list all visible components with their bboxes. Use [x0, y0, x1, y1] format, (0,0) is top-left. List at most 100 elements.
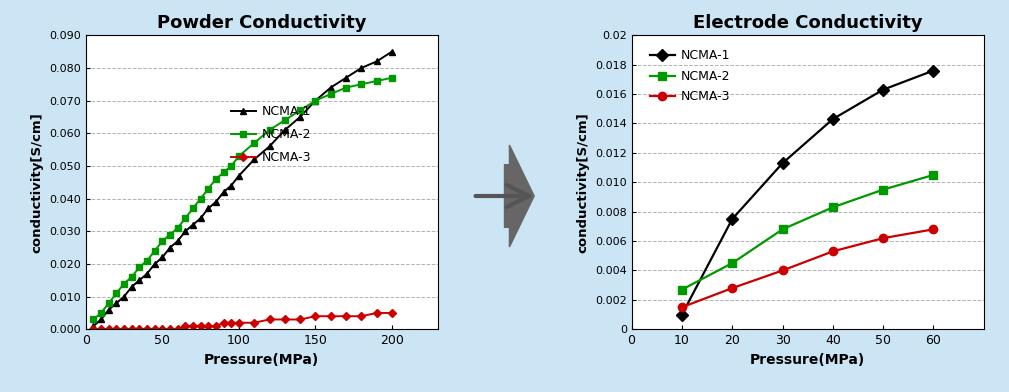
NCMA-2 — [370, 79, 382, 83]
NCMA-2 — [248, 141, 260, 145]
NCMA-2 — [126, 275, 138, 279]
NCMA-3 — [88, 327, 100, 332]
NCMA-3 — [133, 327, 145, 332]
NCMA-2 — [340, 85, 352, 90]
NCMA-2 — [325, 92, 337, 96]
NCMA-2 — [156, 239, 169, 243]
NCMA-3 — [126, 327, 138, 332]
Title: Powder Conductivity: Powder Conductivity — [157, 15, 366, 32]
NCMA-2 — [826, 205, 838, 210]
Line: NCMA-1: NCMA-1 — [678, 66, 937, 319]
NCMA-3 — [163, 327, 176, 332]
NCMA-2 — [163, 232, 176, 237]
NCMA-3 — [141, 327, 153, 332]
NCMA-1 — [218, 190, 230, 194]
NCMA-3 — [180, 324, 192, 328]
NCMA-3 — [294, 317, 306, 322]
NCMA-3 — [110, 327, 122, 332]
NCMA-2 — [278, 118, 291, 123]
NCMA-1 — [294, 114, 306, 119]
NCMA-3 — [340, 314, 352, 319]
NCMA-3 — [385, 310, 398, 315]
NCMA-2 — [103, 301, 115, 305]
NCMA-2 — [180, 216, 192, 221]
NCMA-1 — [95, 317, 107, 322]
NCMA-1 — [927, 68, 939, 73]
NCMA-3 — [355, 314, 367, 319]
NCMA-2 — [95, 310, 107, 315]
Line: NCMA-3: NCMA-3 — [678, 225, 937, 311]
NCMA-3 — [370, 310, 382, 315]
NCMA-2 — [141, 258, 153, 263]
NCMA-3 — [927, 227, 939, 232]
NCMA-1 — [278, 128, 291, 132]
NCMA-2 — [210, 177, 222, 181]
NCMA-3 — [95, 327, 107, 332]
NCMA-3 — [263, 317, 275, 322]
NCMA-1 — [187, 222, 199, 227]
NCMA-2 — [88, 317, 100, 322]
NCMA-3 — [826, 249, 838, 254]
NCMA-1 — [148, 261, 160, 266]
NCMA-1 — [310, 98, 322, 103]
NCMA-2 — [294, 108, 306, 113]
NCMA-3 — [118, 327, 130, 332]
NCMA-2 — [148, 249, 160, 253]
NCMA-1 — [676, 312, 688, 317]
NCMA-2 — [187, 206, 199, 211]
NCMA-1 — [726, 217, 739, 221]
NCMA-1 — [233, 173, 245, 178]
Legend: NCMA-1, NCMA-2, NCMA-3: NCMA-1, NCMA-2, NCMA-3 — [645, 44, 736, 109]
NCMA-1 — [133, 278, 145, 283]
NCMA-1 — [156, 255, 169, 260]
NCMA-1 — [141, 271, 153, 276]
NCMA-3 — [218, 320, 230, 325]
NCMA-1 — [225, 183, 237, 188]
NCMA-1 — [172, 239, 184, 243]
NCMA-2 — [676, 287, 688, 292]
NCMA-1 — [263, 144, 275, 149]
Line: NCMA-1: NCMA-1 — [90, 48, 396, 330]
NCMA-1 — [370, 59, 382, 64]
NCMA-2 — [310, 98, 322, 103]
NCMA-2 — [195, 196, 207, 201]
NCMA-3 — [202, 324, 214, 328]
Title: Electrode Conductivity: Electrode Conductivity — [693, 15, 922, 32]
Line: NCMA-3: NCMA-3 — [91, 310, 395, 332]
NCMA-1 — [110, 301, 122, 305]
NCMA-3 — [156, 327, 169, 332]
Y-axis label: conductivity[S/cm]: conductivity[S/cm] — [576, 112, 589, 253]
NCMA-1 — [210, 200, 222, 204]
NCMA-3 — [210, 324, 222, 328]
NCMA-2 — [927, 172, 939, 177]
NCMA-2 — [218, 170, 230, 175]
NCMA-2 — [110, 291, 122, 296]
NCMA-3 — [278, 317, 291, 322]
NCMA-2 — [133, 265, 145, 270]
NCMA-3 — [777, 268, 789, 273]
NCMA-1 — [826, 117, 838, 122]
NCMA-2 — [877, 187, 889, 192]
NCMA-3 — [172, 327, 184, 332]
NCMA-1 — [126, 285, 138, 289]
NCMA-2 — [172, 226, 184, 230]
NCMA-3 — [877, 236, 889, 240]
Line: NCMA-2: NCMA-2 — [678, 171, 937, 294]
NCMA-1 — [385, 49, 398, 54]
NCMA-2 — [233, 154, 245, 158]
NCMA-2 — [355, 82, 367, 87]
NCMA-1 — [118, 294, 130, 299]
NCMA-3 — [233, 320, 245, 325]
NCMA-3 — [726, 286, 739, 290]
NCMA-1 — [163, 245, 176, 250]
NCMA-1 — [325, 85, 337, 90]
NCMA-1 — [340, 75, 352, 80]
NCMA-2 — [777, 227, 789, 232]
NCMA-3 — [676, 305, 688, 310]
NCMA-1 — [877, 87, 889, 92]
NCMA-2 — [263, 128, 275, 132]
NCMA-2 — [202, 187, 214, 191]
NCMA-1 — [88, 324, 100, 328]
NCMA-2 — [726, 261, 739, 265]
NCMA-3 — [148, 327, 160, 332]
